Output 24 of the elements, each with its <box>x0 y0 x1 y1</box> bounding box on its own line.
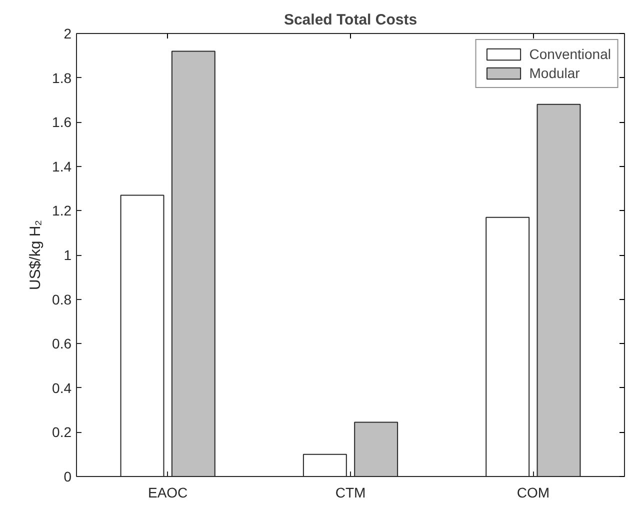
y-tick-label: 0.8 <box>52 291 72 308</box>
y-tick-label: 1.2 <box>52 202 72 219</box>
bar <box>536 104 581 476</box>
legend-label: Modular <box>529 65 580 81</box>
x-tick-label: CTM <box>335 484 366 500</box>
y-axis-title: US$/kg H₂ <box>27 220 44 290</box>
y-tick-label: 1 <box>64 247 72 263</box>
y-tick-label: 2 <box>64 26 72 42</box>
x-tick-label: EAOC <box>148 484 188 500</box>
y-tick-label: 0.4 <box>52 380 72 396</box>
y-tick-label: 1.8 <box>52 70 72 86</box>
bar <box>120 194 164 476</box>
bar <box>171 50 216 476</box>
bar <box>354 422 398 476</box>
y-tick-label: 0.6 <box>52 336 72 352</box>
bar <box>302 454 347 476</box>
y-tick-label: 0.2 <box>52 424 72 440</box>
bar <box>486 216 530 476</box>
y-tick-label: 1.4 <box>52 158 72 174</box>
y-tick-label: 0 <box>64 468 72 484</box>
y-tick-label: 1.6 <box>52 114 72 130</box>
legend-label: Conventional <box>529 46 611 62</box>
x-tick-label: COM <box>516 484 550 500</box>
chart-title: Scaled Total Costs <box>284 12 418 28</box>
